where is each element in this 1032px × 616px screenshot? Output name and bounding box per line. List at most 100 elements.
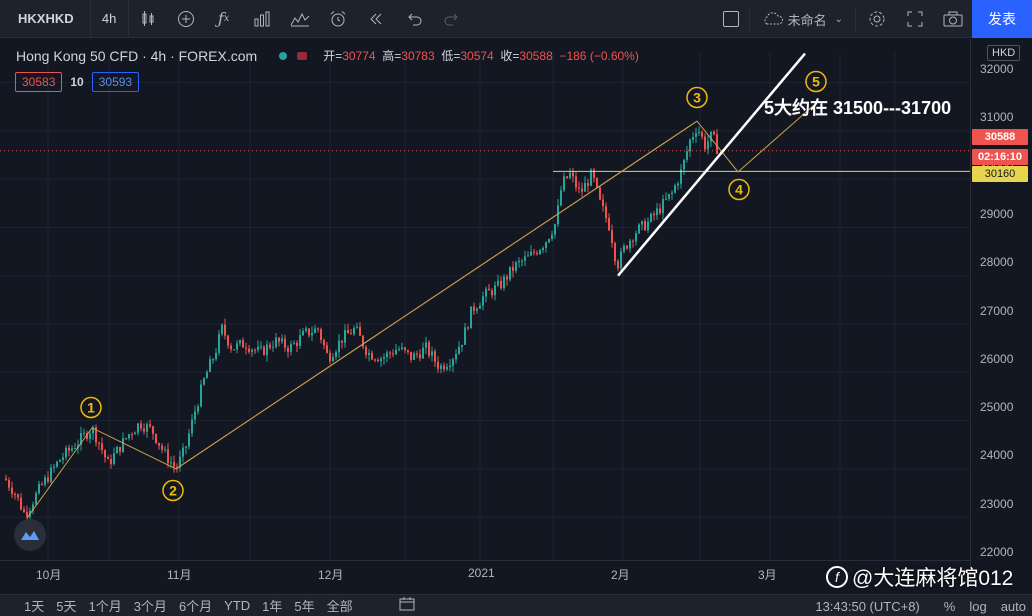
candle-body [506, 276, 508, 280]
candle-body [626, 245, 628, 249]
candle-body [65, 447, 67, 458]
candle-body [449, 365, 451, 367]
candle-body [173, 462, 175, 467]
bar-chart-icon[interactable] [243, 0, 281, 37]
time-axis[interactable] [0, 560, 970, 587]
sell-price-button[interactable]: 30583 [15, 72, 63, 92]
candle-body [680, 169, 682, 184]
candles-icon[interactable] [129, 0, 167, 37]
fullscreen-icon[interactable] [896, 0, 934, 38]
candle-body [194, 411, 196, 420]
candle-body [41, 483, 43, 485]
candle-body [695, 133, 697, 137]
replay-icon[interactable] [357, 0, 395, 37]
candle-body [158, 442, 160, 446]
log-scale-toggle[interactable]: log [969, 598, 987, 614]
range-button[interactable]: 1个月 [88, 599, 122, 614]
candle-body [539, 249, 541, 255]
legend-title[interactable]: Hong Kong 50 CFD · 4h · FOREX.com [16, 47, 258, 64]
wave-label: 1 [87, 400, 95, 416]
candle-body [542, 247, 544, 250]
camera-icon[interactable] [934, 0, 972, 38]
candle-body [113, 453, 115, 465]
candle-body [101, 443, 103, 451]
range-button[interactable]: 5年 [294, 599, 315, 614]
candle-body [53, 466, 55, 468]
time-tick-label: 10月 [36, 568, 62, 582]
range-button[interactable]: YTD [224, 598, 251, 613]
visibility-icon[interactable] [297, 51, 308, 60]
candle-body [623, 245, 625, 252]
candle-body [17, 494, 19, 498]
candle-body [293, 342, 295, 345]
clock-timezone[interactable]: 13:43:50 (UTC+8) [815, 598, 920, 614]
candle-body [689, 139, 691, 152]
alarm-icon[interactable] [319, 0, 357, 37]
candle-body [302, 331, 304, 336]
candle-body [95, 426, 97, 443]
range-button[interactable]: 3个月 [133, 599, 167, 614]
candle-body [509, 266, 511, 280]
candle-body [467, 327, 469, 329]
percent-scale-toggle[interactable]: % [943, 598, 956, 614]
candle-body [11, 487, 13, 494]
candle-body [551, 234, 553, 239]
candle-body [20, 497, 22, 510]
candle-body [614, 243, 616, 262]
candle-body [422, 347, 424, 359]
candle-body [296, 342, 298, 346]
candle-body [50, 467, 52, 482]
candle-body [215, 352, 217, 360]
currency-badge[interactable]: HKD [987, 45, 1021, 61]
settings-gear-icon[interactable] [858, 0, 896, 38]
candle-body [575, 176, 577, 188]
candle-body [239, 340, 241, 344]
candle-body [653, 213, 655, 216]
wave-5-target-annotation[interactable]: 5大约在 31500---31700 [764, 98, 952, 118]
range-button[interactable]: 6个月 [178, 599, 213, 614]
candle-body [593, 169, 595, 178]
price-chart[interactable]: 1 2 3 4 5 [0, 39, 970, 587]
candle-body [308, 328, 310, 336]
candle-body [14, 493, 16, 495]
undo-icon[interactable] [395, 0, 433, 37]
candle-body [461, 344, 463, 347]
range-button[interactable]: 1天 [24, 599, 45, 614]
buy-price-button[interactable]: 30593 [91, 72, 140, 92]
time-tick-label: 12月 [318, 568, 344, 582]
candle-body [407, 350, 409, 352]
candle-body [92, 426, 94, 434]
tradingview-logo-icon[interactable] [14, 519, 46, 551]
publish-button[interactable]: 发表 [972, 0, 1032, 38]
layout-select-button[interactable] [715, 0, 747, 38]
candle-body [275, 337, 277, 347]
layout-name-dropdown[interactable]: 未命名 ⌄ [752, 0, 853, 38]
interval-button[interactable]: 4h [91, 0, 129, 37]
date-range-calendar-icon[interactable] [399, 597, 415, 614]
symbol-search-button[interactable]: HKXHKD [0, 0, 91, 37]
candle-body [236, 343, 238, 350]
redo-icon[interactable] [433, 0, 471, 37]
templates-icon[interactable] [281, 0, 319, 37]
candle-body [341, 340, 343, 343]
auto-scale-toggle[interactable]: auto [1000, 598, 1026, 614]
candle-body [647, 221, 649, 231]
price-tick-label: 26000 [980, 351, 1014, 366]
candle-body [599, 187, 601, 200]
candle-body [164, 449, 166, 451]
range-button[interactable]: 5天 [56, 599, 77, 614]
candle-body [269, 344, 271, 348]
candle-body [197, 406, 199, 412]
range-button[interactable]: 全部 [326, 599, 353, 614]
candle-body [674, 185, 676, 193]
candle-body [218, 334, 220, 353]
candle-body [704, 136, 706, 150]
candle-body [284, 338, 286, 348]
range-button[interactable]: 1年 [262, 599, 283, 614]
candle-body [569, 172, 571, 179]
candle-body [32, 504, 34, 511]
add-indicator-icon[interactable] [167, 0, 205, 37]
candle-body [272, 346, 274, 348]
wave-label: 5 [812, 74, 820, 90]
